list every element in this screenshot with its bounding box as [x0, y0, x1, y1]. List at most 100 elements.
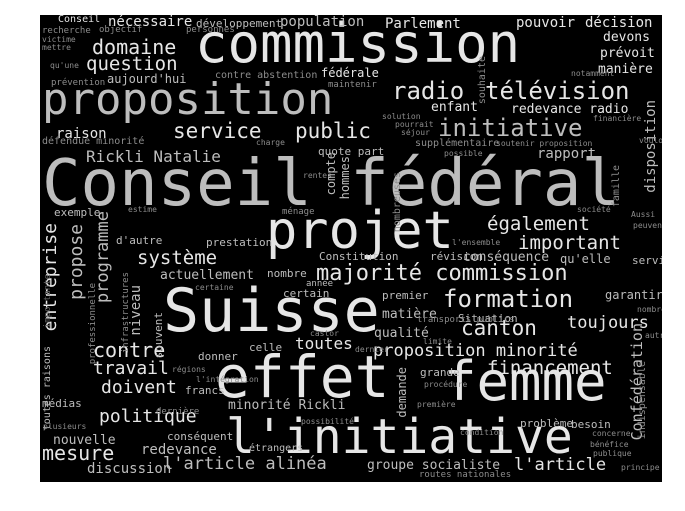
word-castor: castor [310, 329, 339, 338]
word-redevance: redevance [141, 442, 217, 458]
word-nombreuses: nombreuses [392, 172, 403, 233]
word-publique: publique [593, 449, 632, 458]
word-pouvoir: pouvoir [516, 15, 576, 31]
word-quote-part: quote part [318, 145, 385, 158]
word-television: télévision [485, 77, 630, 105]
word-commission: commission [195, 15, 521, 75]
word-suisse: Suisse [163, 276, 380, 346]
word-decision: décision [585, 15, 653, 31]
word-limite: limite [423, 337, 452, 346]
word-federale: fédérale [321, 66, 379, 80]
word-groupe-socialiste: groupe socialiste [367, 458, 501, 473]
word-devons: devons [603, 30, 650, 45]
word-compte: compte [324, 152, 338, 196]
word-premier: premier [382, 289, 429, 302]
word-premiere: première [417, 400, 456, 409]
word-proposition: proposition [42, 74, 334, 125]
word-consequence: conséquence [463, 250, 550, 265]
word-cloud: commission Conseil fédéral proposition proj… [40, 15, 662, 482]
word-donner: donner [198, 350, 238, 363]
word-rapport: rapport [537, 146, 597, 162]
word-parlement: Parlement [385, 16, 461, 32]
word-revision: révision [430, 250, 483, 263]
word-celle: celle [249, 341, 283, 354]
word-l-article: l'article [514, 455, 607, 475]
word-l-ensemble: l'ensemble [452, 238, 501, 247]
word-rickli-natalie: Rickli Natalie [86, 147, 221, 166]
word-procedure: procédure [424, 380, 468, 389]
word-financiere: financière [593, 114, 642, 123]
word-notamment: notamment [571, 69, 615, 78]
word-constitution: Constitution [319, 250, 399, 263]
word-possibilite: possibilité [301, 417, 354, 426]
word-situation: Situation [458, 312, 518, 325]
word-derniere: dernière [156, 407, 200, 417]
word-conseil-federal: Conseil fédéral [42, 147, 620, 221]
word-transports-publics: transports publics [417, 315, 515, 325]
word-professionnelle: professionnelle [88, 283, 98, 365]
word-qu-elle: qu'elle [560, 252, 611, 266]
word-probleme: problème [520, 417, 573, 430]
word-matiere: matière [382, 307, 437, 322]
word-projet: projet [266, 201, 454, 261]
word-recherche: recherche [42, 26, 91, 36]
word-effet: effet [215, 343, 390, 411]
word-certain: certain [283, 287, 330, 300]
word-victime: victime [42, 35, 76, 44]
word-possible: possible [444, 149, 483, 158]
word-population: population [280, 15, 365, 30]
word-radio: radio [392, 77, 465, 105]
word-toutes-raisons: toutes raisons [42, 346, 53, 431]
word-concerne: concerne [592, 429, 631, 438]
word-actuellement: actuellement [160, 268, 254, 283]
word-service: service [173, 119, 262, 143]
word-famille: famille [611, 165, 622, 208]
word-canton: canton [461, 316, 537, 340]
word-personnes: personnes [186, 25, 235, 35]
word-formation: formation [443, 285, 574, 313]
word-plusieurs: plusieurs [43, 422, 87, 431]
word-doivent: doivent [101, 377, 177, 398]
word-hommes: hommes [338, 156, 352, 200]
word-dernier: dernier [355, 345, 389, 354]
word-soutenir-proposition: soutenir proposition [496, 139, 593, 148]
word-qualite: qualité [374, 326, 429, 341]
word-regions: régions [172, 365, 206, 374]
word-souvent: souvent [152, 312, 165, 359]
word-l-integration: l'intégration [196, 375, 259, 384]
word-demande: demande [395, 367, 409, 418]
word-prevoit: prévoit [600, 46, 655, 61]
word-minorite-rickli: minorité Rickli [228, 398, 346, 413]
word-benefice: bénéfice [590, 440, 629, 449]
word-contre: contre [93, 338, 166, 362]
word-sejour: séjour [401, 128, 430, 137]
word-principe: principe [621, 463, 660, 472]
word-defendue-minorite: défendue minorité [42, 136, 145, 147]
word-maniere: manière [598, 62, 653, 77]
word-d-autre: d'autre [116, 234, 163, 247]
word-public: public [295, 119, 371, 143]
word-disposition: disposition [643, 100, 659, 193]
word-l-initiative: l'initiative [226, 409, 573, 465]
word-annee: année [306, 279, 334, 289]
word-toujours: toujours [567, 313, 649, 333]
word-niveau: niveau [128, 285, 144, 336]
word-redevance-radio: redevance radio [511, 102, 629, 117]
word-charge: charge [256, 138, 285, 147]
word-toutes: toutes [295, 334, 353, 353]
word-financement: financement [487, 357, 613, 379]
word-mesure: mesure [42, 441, 115, 465]
word-francs: francs [185, 384, 225, 397]
word-egalement: également [487, 213, 590, 235]
word-majorite-commission: majorité commission [316, 261, 568, 286]
word-domaine: domaine [92, 35, 177, 59]
word-indispensable: indispensable [637, 361, 648, 440]
word-condition: condition [460, 428, 504, 437]
word-politique: politique [99, 406, 197, 427]
word-aussi: Aussi [631, 210, 656, 219]
word-voulons: voulons [639, 136, 662, 145]
word-souhaite: souhaite [477, 56, 488, 105]
word-pourrait: pourrait [395, 120, 434, 129]
word-l-article-alinea: l'article alinéa [163, 454, 327, 474]
word-femme: femme [444, 350, 607, 413]
